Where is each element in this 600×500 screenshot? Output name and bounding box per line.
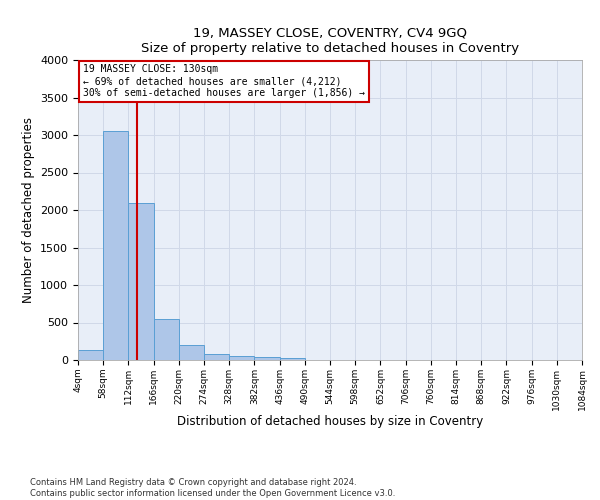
Bar <box>179 345 204 360</box>
Text: Contains HM Land Registry data © Crown copyright and database right 2024.
Contai: Contains HM Land Registry data © Crown c… <box>30 478 395 498</box>
Title: 19, MASSEY CLOSE, COVENTRY, CV4 9GQ
Size of property relative to detached houses: 19, MASSEY CLOSE, COVENTRY, CV4 9GQ Size… <box>141 26 519 54</box>
Bar <box>254 357 280 360</box>
Bar <box>103 131 128 360</box>
Bar <box>154 319 179 360</box>
Bar <box>280 358 305 360</box>
Bar <box>128 203 154 360</box>
Text: 19 MASSEY CLOSE: 130sqm
← 69% of detached houses are smaller (4,212)
30% of semi: 19 MASSEY CLOSE: 130sqm ← 69% of detache… <box>83 64 365 98</box>
Bar <box>229 356 254 360</box>
Y-axis label: Number of detached properties: Number of detached properties <box>22 117 35 303</box>
X-axis label: Distribution of detached houses by size in Coventry: Distribution of detached houses by size … <box>177 416 483 428</box>
Bar <box>78 350 103 360</box>
Bar <box>204 354 229 360</box>
